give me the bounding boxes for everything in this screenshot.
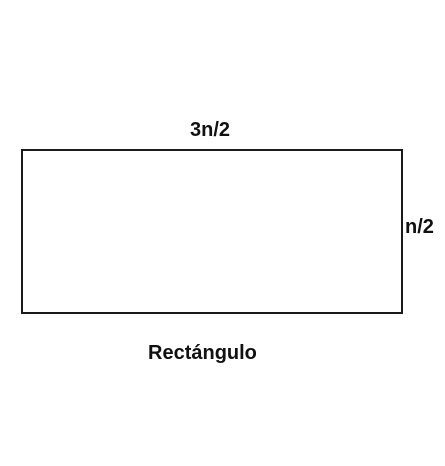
shape-caption: Rectángulo (148, 342, 257, 364)
height-label: n/2 (405, 216, 434, 238)
rectangle-shape (21, 149, 403, 314)
width-label: 3n/2 (190, 119, 231, 141)
